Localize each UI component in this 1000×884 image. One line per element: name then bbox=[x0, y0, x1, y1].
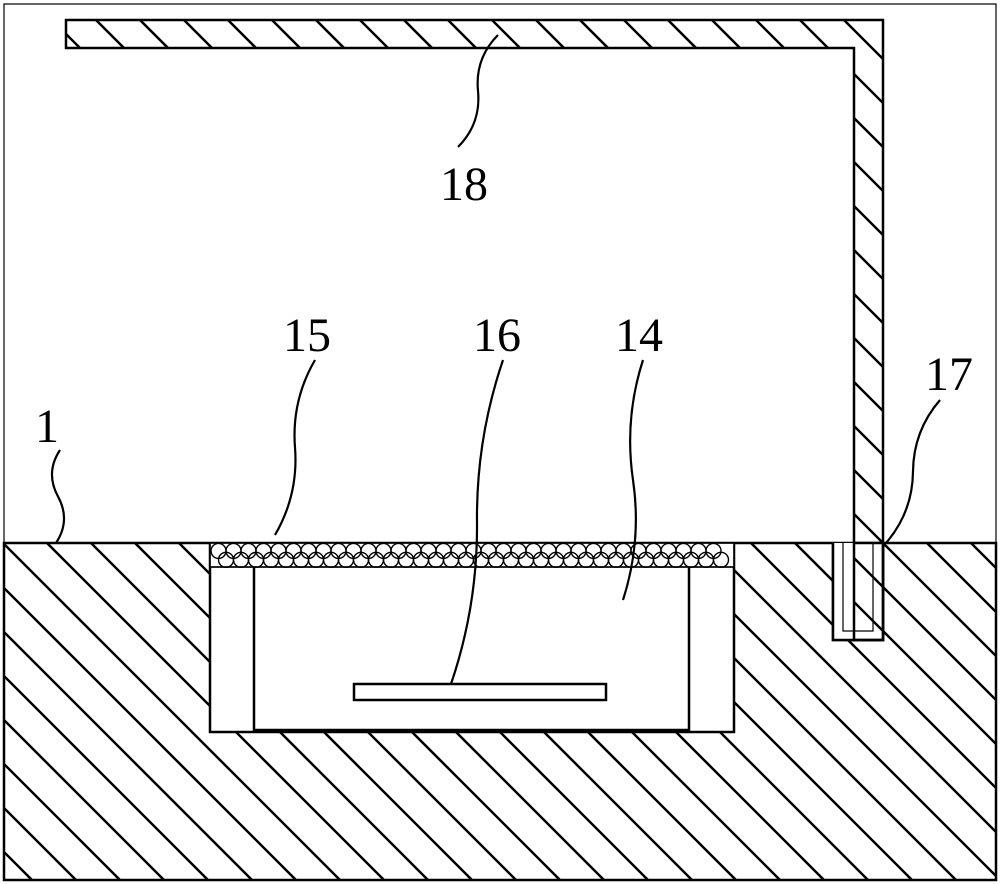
leader-18 bbox=[458, 35, 498, 147]
leader-17 bbox=[886, 400, 940, 543]
inner-box bbox=[254, 566, 689, 730]
label-14: 14 bbox=[615, 309, 663, 362]
label-16: 16 bbox=[473, 309, 521, 362]
wall-hatch bbox=[0, 0, 1000, 884]
ground-hatch bbox=[0, 0, 1000, 884]
inner-bar bbox=[354, 684, 606, 700]
label-18: 18 bbox=[440, 158, 488, 211]
label-1: 1 bbox=[35, 400, 59, 453]
label-15: 15 bbox=[283, 309, 331, 362]
leader-15 bbox=[275, 360, 315, 535]
label-17: 17 bbox=[925, 348, 973, 401]
slot-clear bbox=[833, 543, 883, 640]
leader-1 bbox=[52, 450, 64, 543]
outer-frame bbox=[4, 4, 996, 880]
wall-leg-hatch bbox=[0, 0, 1000, 884]
